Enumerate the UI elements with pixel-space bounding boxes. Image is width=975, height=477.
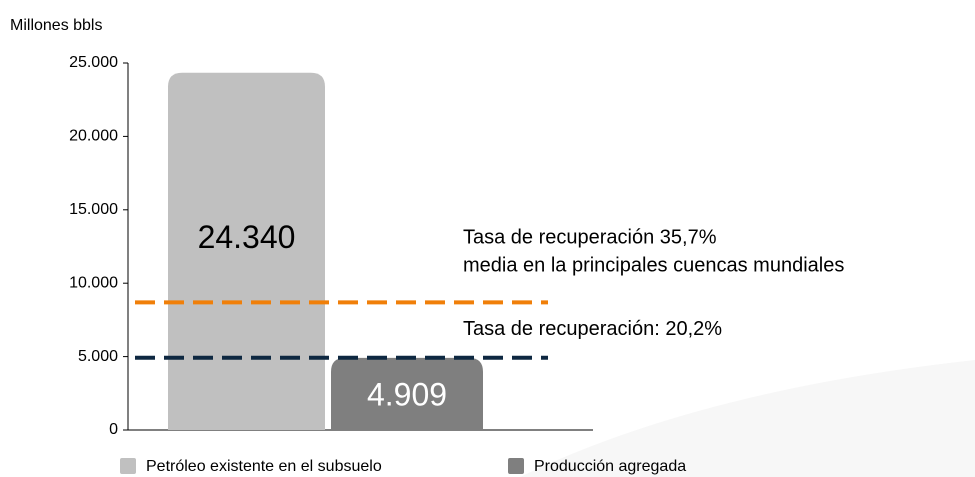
y-axis-label: Millones bbls	[10, 17, 102, 34]
data-label: 4.909	[367, 376, 447, 412]
legend-label: Producción agregada	[534, 458, 686, 475]
y-tick-label: 0	[109, 421, 118, 438]
legend-swatch	[120, 458, 136, 474]
y-tick-label: 5.000	[78, 348, 118, 365]
annotation: Tasa de recuperación 35,7%	[463, 227, 717, 249]
y-tick-label: 25.000	[69, 54, 118, 71]
legend-swatch	[508, 458, 524, 474]
data-label: 24.340	[198, 219, 296, 255]
y-tick-label: 20.000	[69, 128, 118, 145]
annotation: Tasa de recuperación: 20,2%	[463, 318, 722, 340]
bar	[168, 72, 325, 431]
legend-label: Petróleo existente en el subsuelo	[146, 458, 382, 475]
bar	[331, 357, 483, 430]
background-swoosh	[520, 360, 975, 477]
y-tick-label: 15.000	[69, 201, 118, 218]
annotation: media en la principales cuencas mundiale…	[463, 255, 844, 277]
y-tick-label: 10.000	[69, 274, 118, 291]
